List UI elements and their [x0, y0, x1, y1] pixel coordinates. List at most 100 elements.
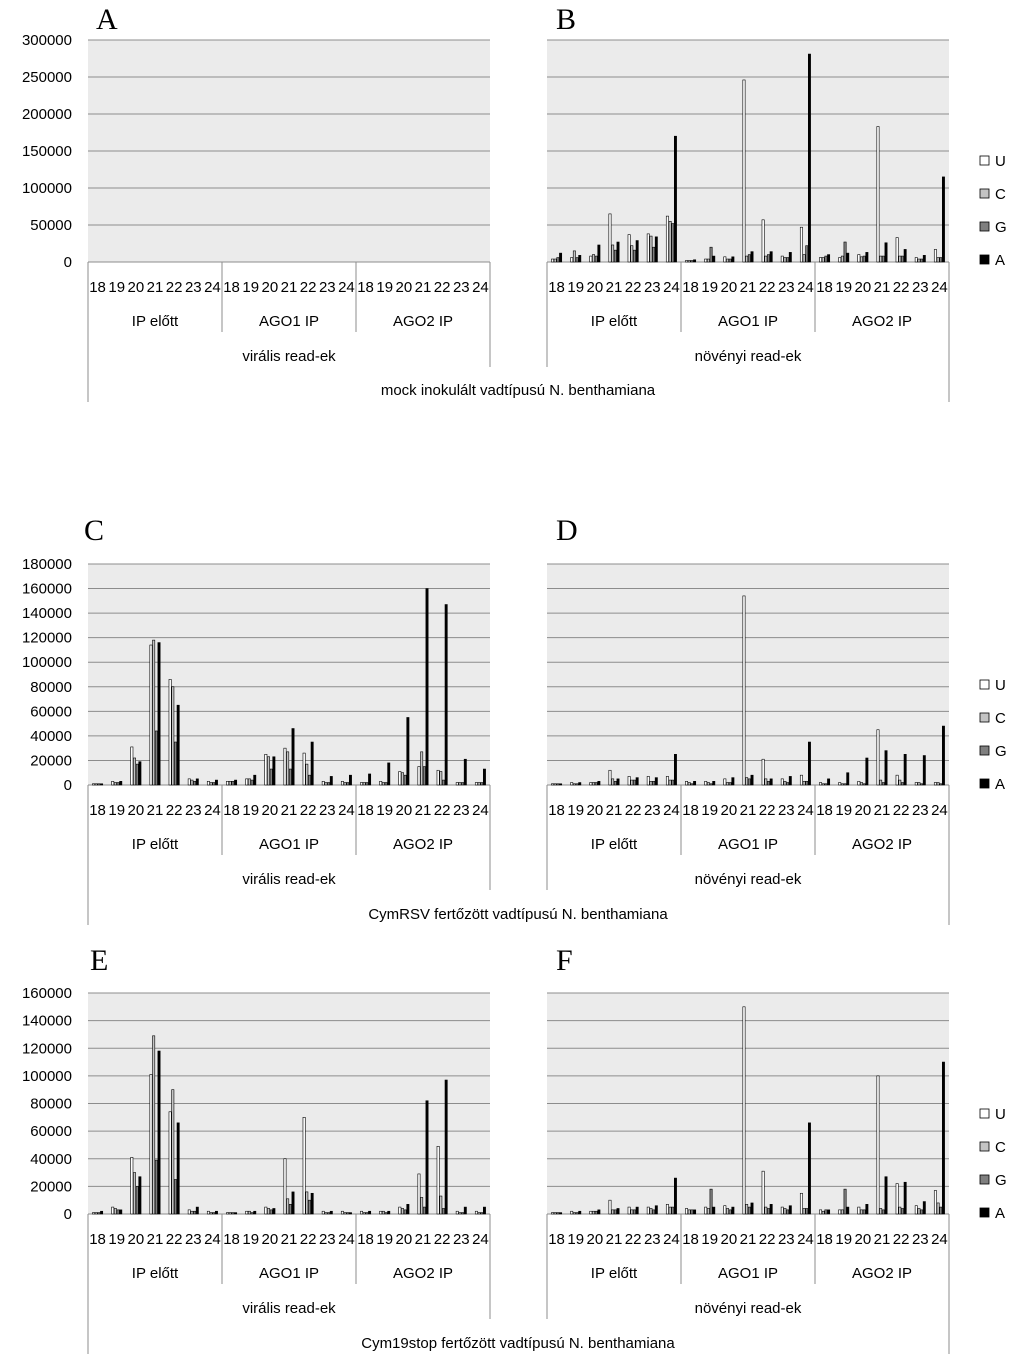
bar-U [665, 1204, 669, 1215]
bar-G [461, 1212, 465, 1215]
bar-C [706, 1208, 710, 1215]
bar-U [226, 781, 229, 786]
bar-A [846, 1206, 850, 1215]
y-tick-label: 100000 [22, 180, 72, 197]
legend-label-A: A [995, 252, 1005, 269]
bar-C [783, 781, 787, 786]
x-tick-label: 20 [721, 802, 738, 819]
bar-A [119, 781, 123, 786]
bar-G [881, 255, 885, 263]
bar-C [726, 258, 729, 263]
bar-G [862, 783, 866, 786]
plot-area [547, 564, 949, 785]
bar-A [119, 1209, 123, 1215]
x-tick-label: 19 [835, 802, 852, 819]
x-tick-label: 24 [663, 802, 680, 819]
bar-C [171, 1089, 175, 1215]
x-tick-label: 19 [835, 1231, 852, 1248]
bar-G [231, 781, 235, 786]
bar-U [589, 1210, 593, 1215]
bar-G [709, 246, 713, 263]
bar-A [712, 1206, 716, 1215]
legend-label-C: C [995, 710, 1006, 727]
x-tick-label: 18 [548, 802, 565, 819]
bar-C [649, 781, 653, 786]
x-tick-label: 22 [759, 279, 776, 296]
bar-G [843, 241, 847, 263]
bar-U [685, 781, 689, 786]
bar-U [857, 1206, 861, 1215]
bar-A [100, 1210, 104, 1215]
legend-swatch-G [979, 1174, 990, 1185]
bar-U [436, 769, 440, 786]
bar-G [212, 782, 216, 786]
bar-U [838, 1209, 842, 1215]
bar-G [327, 782, 331, 786]
bar-A [827, 1209, 831, 1215]
bar-U [149, 1074, 153, 1215]
x-tick-label: 24 [931, 1231, 948, 1248]
bar-G [269, 1209, 273, 1215]
x-tick-label: 20 [587, 1231, 604, 1248]
bar-C [668, 1206, 672, 1215]
bar-C [113, 782, 117, 786]
bar-C [362, 782, 366, 786]
bar-C [687, 1209, 691, 1215]
bar-C [171, 686, 175, 786]
bar-G [327, 1212, 331, 1215]
bar-U [264, 754, 268, 786]
bar-G [556, 257, 560, 263]
x-tick-label: 23 [319, 279, 336, 296]
bar-G [97, 1212, 101, 1215]
bar-A [272, 756, 276, 786]
x-tick-label: 22 [625, 1231, 642, 1248]
panel-c: C 0 20000 40000 60000 80000 100000 120000 14000… [22, 514, 491, 925]
x-tick-label: 24 [472, 802, 489, 819]
bar-U [92, 1212, 96, 1215]
bar-C [898, 779, 902, 786]
x-tick-label: 21 [740, 279, 757, 296]
x-tick-label: 19 [567, 1231, 584, 1248]
section-label: virális read-ek [242, 871, 336, 888]
y-tick-label: 160000 [22, 581, 72, 598]
x-tick-label: 21 [415, 279, 432, 296]
bar-A [597, 781, 601, 786]
bar-A [348, 774, 352, 786]
bar-A [693, 259, 697, 263]
bar-A [253, 774, 257, 786]
bar-A [635, 240, 639, 263]
section-label: virális read-ek [242, 1300, 336, 1317]
bar-A [597, 1209, 601, 1215]
x-tick-label: 20 [262, 802, 279, 819]
bar-G [690, 783, 694, 786]
bar-U [742, 79, 746, 263]
bar-A [444, 1079, 448, 1215]
bar-C [821, 783, 825, 786]
bar-U [245, 1210, 249, 1215]
section-label: növényi read-ek [695, 871, 802, 888]
bar-G [365, 1212, 369, 1215]
legend-swatch-U [979, 155, 990, 166]
bar-U [379, 781, 383, 786]
bar-A [693, 1209, 697, 1215]
x-tick-label: 21 [740, 1231, 757, 1248]
legend-swatch-U [979, 679, 990, 690]
x-tick-label: 23 [453, 279, 470, 296]
bar-U [92, 783, 96, 786]
x-tick-label: 19 [242, 802, 259, 819]
bar-G [786, 782, 790, 786]
x-tick-label: 22 [893, 279, 910, 296]
bar-C [286, 1198, 290, 1215]
y-tick-label: 100000 [22, 1068, 72, 1085]
y-tick-label: 0 [64, 777, 72, 794]
bar-A [903, 754, 907, 786]
bar-A [827, 254, 831, 263]
bar-G [824, 783, 828, 786]
bar-A [329, 776, 333, 786]
bar-G [747, 254, 751, 263]
legend-swatch-C [979, 188, 990, 199]
x-tick-label: 22 [893, 1231, 910, 1248]
legend-swatch-C [979, 712, 990, 723]
